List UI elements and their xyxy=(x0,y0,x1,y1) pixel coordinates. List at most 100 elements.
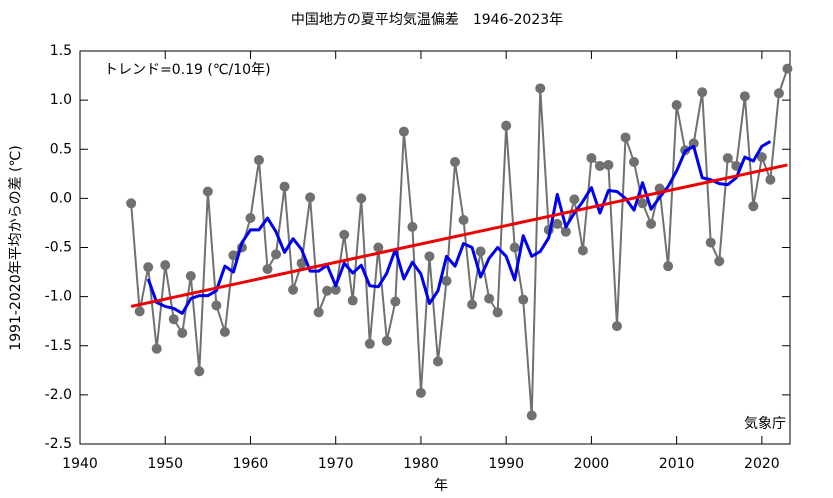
data-point xyxy=(279,181,290,192)
data-point xyxy=(671,100,682,111)
data-point xyxy=(492,307,503,318)
data-point xyxy=(432,356,443,367)
data-point xyxy=(518,294,529,305)
data-point xyxy=(629,157,640,168)
data-point xyxy=(484,293,495,304)
data-point xyxy=(202,186,213,197)
data-point xyxy=(646,218,657,229)
data-point xyxy=(739,91,750,102)
data-point xyxy=(586,153,597,164)
y-tick-label: -2.5 xyxy=(45,436,72,452)
data-point xyxy=(339,229,350,240)
data-point xyxy=(160,260,171,271)
data-point xyxy=(450,157,461,168)
y-tick-label: 0.0 xyxy=(50,190,72,206)
x-tick-label: 1980 xyxy=(403,456,439,472)
data-point xyxy=(773,88,784,99)
series-line xyxy=(130,163,788,308)
data-point xyxy=(552,218,563,229)
data-point xyxy=(714,256,725,267)
series-line xyxy=(146,140,772,315)
y-axis-label: 1991-2020年平均からの差 (℃) xyxy=(8,145,24,350)
data-point xyxy=(313,307,324,318)
data-point xyxy=(194,366,205,377)
y-tick-label: 0.5 xyxy=(50,141,72,157)
data-point xyxy=(748,201,759,212)
y-tick-label: -1.0 xyxy=(45,289,72,305)
x-tick-label: 1970 xyxy=(318,456,354,472)
y-tick-label: 1.0 xyxy=(50,92,72,108)
data-point xyxy=(637,198,648,209)
data-point xyxy=(415,387,426,398)
data-point xyxy=(305,192,316,203)
data-point xyxy=(705,237,716,248)
data-point xyxy=(271,249,282,260)
data-point xyxy=(151,343,162,354)
plot-frame xyxy=(79,50,791,445)
data-point xyxy=(782,63,793,74)
data-point xyxy=(722,153,733,164)
data-point xyxy=(373,242,384,253)
data-point xyxy=(219,326,230,337)
data-point xyxy=(765,174,776,185)
data-point xyxy=(330,284,341,295)
data-point xyxy=(577,245,588,256)
y-tick-label: -1.5 xyxy=(45,338,72,354)
data-point xyxy=(620,132,631,143)
data-point xyxy=(467,299,478,310)
data-point xyxy=(441,275,452,286)
data-point xyxy=(407,221,418,232)
x-tick-label: 1960 xyxy=(233,456,269,472)
data-point xyxy=(424,251,435,262)
data-point xyxy=(134,306,145,317)
x-tick-label: 2000 xyxy=(574,456,610,472)
chart-title: 中国地方の夏平均気温偏差 1946-2023年 xyxy=(291,12,563,28)
data-point xyxy=(228,250,239,261)
data-point xyxy=(756,152,767,163)
data-point xyxy=(526,410,537,421)
data-point xyxy=(475,246,486,257)
data-point xyxy=(688,138,699,149)
data-point xyxy=(594,160,605,171)
data-point xyxy=(296,258,307,269)
data-point xyxy=(245,213,256,224)
data-point xyxy=(535,83,546,94)
data-point xyxy=(185,270,196,281)
data-point xyxy=(347,295,358,306)
data-point xyxy=(143,262,154,273)
trend-annotation: トレンド=0.19 (℃/10年) xyxy=(104,62,271,78)
y-tick-label: -0.5 xyxy=(45,240,72,256)
data-point xyxy=(168,314,179,325)
x-tick-label: 2010 xyxy=(659,456,695,472)
data-point xyxy=(603,159,614,170)
y-tick-label: -2.0 xyxy=(45,387,72,403)
data-point xyxy=(663,261,674,272)
x-axis-label: 年 xyxy=(434,478,448,494)
x-tick-label: 1940 xyxy=(62,456,98,472)
x-tick-label: 1950 xyxy=(147,456,183,472)
data-point xyxy=(569,194,580,205)
data-point xyxy=(364,338,375,349)
series-line xyxy=(130,68,789,417)
data-point xyxy=(356,193,367,204)
data-point xyxy=(390,296,401,307)
source-annotation: 気象庁 xyxy=(744,416,786,432)
data-point xyxy=(126,198,137,209)
data-point xyxy=(381,335,392,346)
data-point xyxy=(611,321,622,332)
x-tick-label: 2020 xyxy=(744,456,780,472)
data-point xyxy=(177,327,188,338)
data-point xyxy=(211,300,222,311)
data-point xyxy=(509,242,520,253)
y-tick-label: 1.5 xyxy=(50,43,72,59)
data-point xyxy=(697,87,708,98)
data-point xyxy=(501,120,512,131)
x-tick-label: 1990 xyxy=(488,456,524,472)
data-point xyxy=(458,214,469,225)
data-point xyxy=(322,285,333,296)
data-point xyxy=(253,155,264,166)
data-point xyxy=(262,264,273,275)
data-point xyxy=(560,226,571,237)
